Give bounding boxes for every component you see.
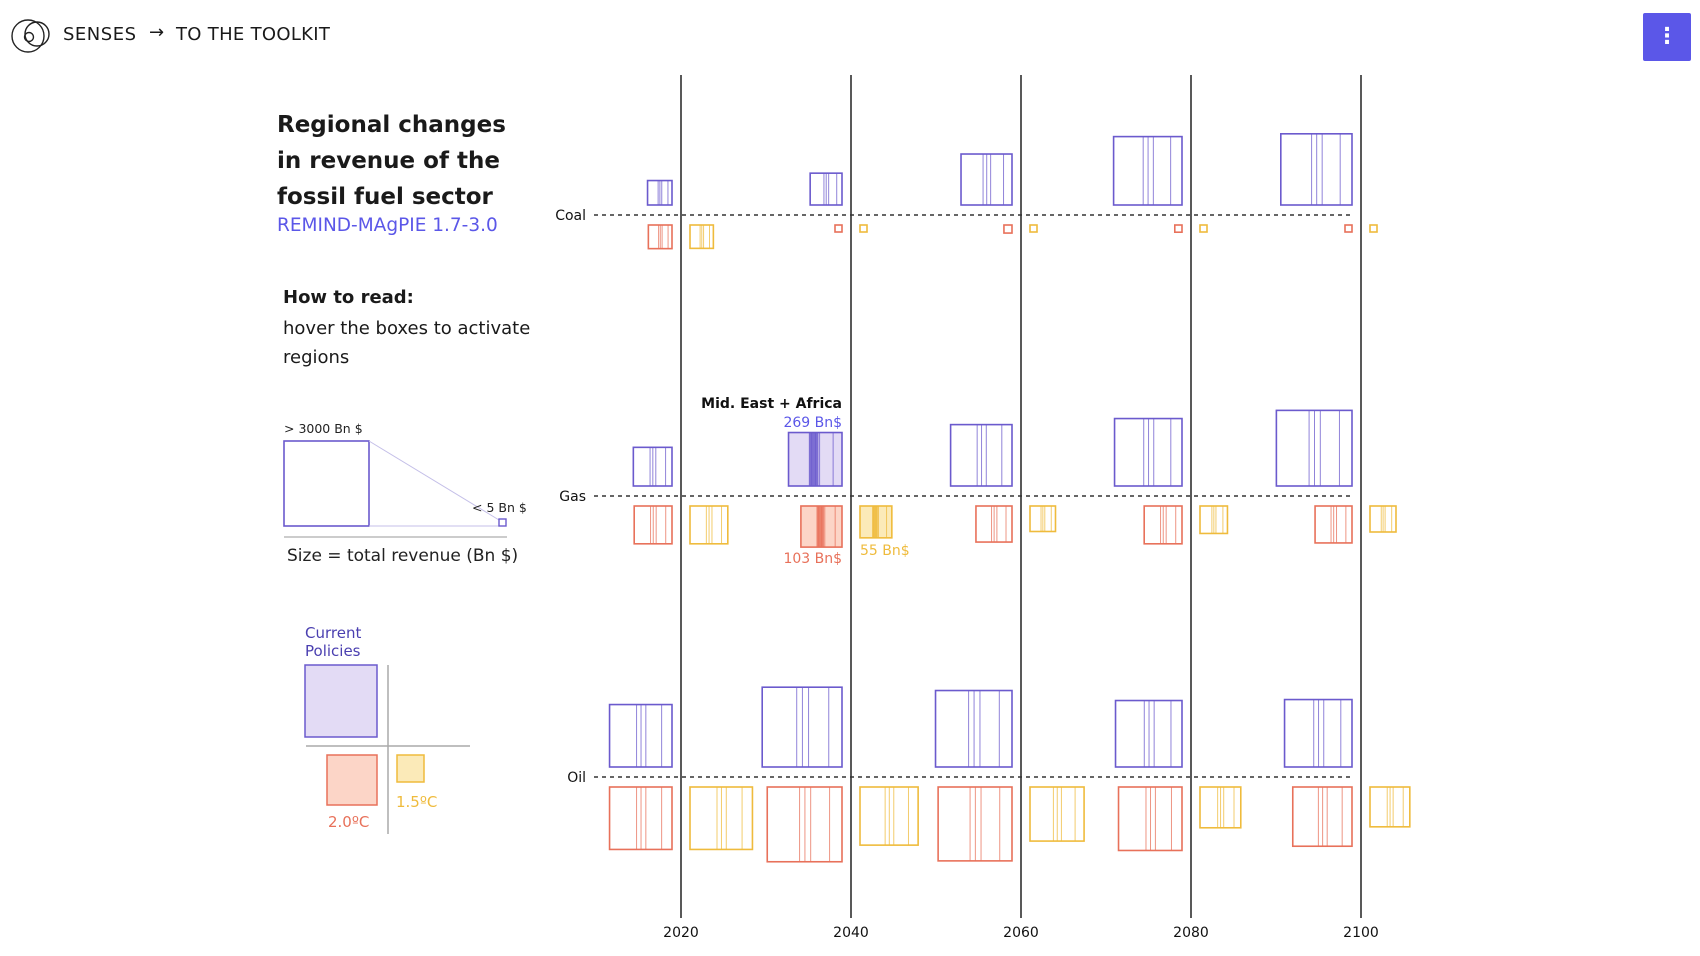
x-tick-label: 2020 bbox=[663, 925, 699, 941]
box-mark[interactable] bbox=[859, 224, 868, 233]
box-mark[interactable] bbox=[1369, 224, 1378, 233]
page-title: Regional changes in revenue of the fossi… bbox=[277, 112, 506, 210]
chart-marks bbox=[608, 133, 1411, 863]
chart-axes: 2020 2040 2060 2080 2100 Coal Gas Oil bbox=[555, 75, 1379, 941]
data-box[interactable] bbox=[1029, 224, 1038, 233]
sector-label: Oil bbox=[567, 770, 586, 786]
box-mark[interactable] bbox=[1029, 224, 1038, 233]
data-box[interactable] bbox=[859, 224, 868, 233]
tooltip: Mid. East + Africa 269 Bn$ 103 Bn$ 55 Bn… bbox=[701, 396, 910, 567]
tooltip-region: Mid. East + Africa bbox=[701, 396, 842, 412]
x-tick-label: 2080 bbox=[1173, 925, 1209, 941]
data-box[interactable] bbox=[1113, 417, 1183, 487]
data-box[interactable] bbox=[689, 224, 715, 250]
menu-button[interactable]: ⋮ bbox=[1643, 13, 1691, 61]
data-box[interactable] bbox=[1291, 786, 1353, 848]
box-mark[interactable] bbox=[1003, 224, 1013, 234]
data-box[interactable] bbox=[1117, 786, 1183, 852]
top-bar: SENSES → TO THE TOOLKIT ⋮ bbox=[0, 0, 1700, 70]
highlighted-region bbox=[816, 506, 824, 548]
data-box[interactable] bbox=[1114, 699, 1183, 768]
data-box[interactable] bbox=[1369, 786, 1411, 828]
data-box[interactable] bbox=[633, 505, 673, 545]
tooltip-15c-value: 55 Bn$ bbox=[860, 543, 910, 559]
data-box[interactable] bbox=[1199, 505, 1229, 535]
data-box[interactable] bbox=[1112, 135, 1183, 206]
sector-label: Coal bbox=[555, 208, 586, 224]
tooltip-2c-value: 103 Bn$ bbox=[783, 551, 842, 567]
toolkit-link[interactable]: TO THE TOOLKIT bbox=[176, 24, 331, 45]
arrow-icon: → bbox=[149, 22, 165, 43]
data-box[interactable] bbox=[859, 505, 893, 539]
data-box[interactable] bbox=[960, 153, 1013, 206]
data-box[interactable] bbox=[608, 786, 673, 851]
tooltip-current-value: 269 Bn$ bbox=[783, 415, 842, 431]
data-box[interactable] bbox=[834, 224, 843, 233]
data-box[interactable] bbox=[1314, 505, 1353, 544]
data-box[interactable] bbox=[1143, 505, 1183, 545]
box-mark[interactable] bbox=[1199, 224, 1208, 233]
data-box[interactable] bbox=[1199, 786, 1242, 829]
sector-label: Gas bbox=[559, 489, 586, 505]
highlighted-region bbox=[872, 506, 878, 538]
data-box[interactable] bbox=[1280, 133, 1353, 206]
x-tick-label: 2040 bbox=[833, 925, 869, 941]
data-box[interactable] bbox=[787, 431, 843, 487]
data-box[interactable] bbox=[632, 446, 673, 487]
data-box[interactable] bbox=[689, 786, 754, 851]
data-box[interactable] bbox=[859, 786, 919, 846]
data-box[interactable] bbox=[1173, 224, 1183, 234]
senses-logo-icon[interactable] bbox=[8, 18, 52, 54]
data-box[interactable] bbox=[800, 505, 843, 548]
data-box[interactable] bbox=[1369, 224, 1378, 233]
data-box[interactable] bbox=[1029, 786, 1085, 842]
data-box[interactable] bbox=[646, 179, 673, 206]
data-box[interactable] bbox=[766, 786, 843, 863]
data-box[interactable] bbox=[608, 703, 673, 768]
model-link[interactable]: REMIND-MAgPIE 1.7-3.0 bbox=[277, 215, 498, 236]
brand-name[interactable]: SENSES bbox=[63, 24, 137, 45]
data-box[interactable] bbox=[647, 224, 673, 250]
how-to-read-text: hover the boxes to activate regions bbox=[283, 318, 531, 368]
highlighted-region bbox=[808, 432, 819, 486]
data-box[interactable] bbox=[761, 686, 843, 768]
data-box[interactable] bbox=[1029, 505, 1057, 533]
data-box[interactable] bbox=[949, 423, 1013, 487]
data-box[interactable] bbox=[975, 505, 1013, 543]
box-mark[interactable] bbox=[1344, 224, 1353, 233]
data-box[interactable] bbox=[1275, 409, 1353, 487]
more-vertical-icon: ⋮ bbox=[1656, 24, 1678, 49]
data-box[interactable] bbox=[1003, 224, 1013, 234]
box-mark[interactable] bbox=[1173, 224, 1183, 234]
data-box[interactable] bbox=[689, 505, 729, 545]
data-box[interactable] bbox=[1344, 224, 1353, 233]
data-box[interactable] bbox=[1283, 698, 1353, 768]
data-box[interactable] bbox=[809, 172, 843, 206]
x-tick-label: 2060 bbox=[1003, 925, 1039, 941]
x-tick-label: 2100 bbox=[1343, 925, 1379, 941]
box-mark[interactable] bbox=[834, 224, 843, 233]
data-box[interactable] bbox=[1369, 505, 1397, 533]
data-box[interactable] bbox=[937, 786, 1013, 862]
data-box[interactable] bbox=[934, 689, 1013, 768]
how-to-read-title: How to read: bbox=[283, 287, 414, 308]
data-box[interactable] bbox=[1199, 224, 1208, 233]
